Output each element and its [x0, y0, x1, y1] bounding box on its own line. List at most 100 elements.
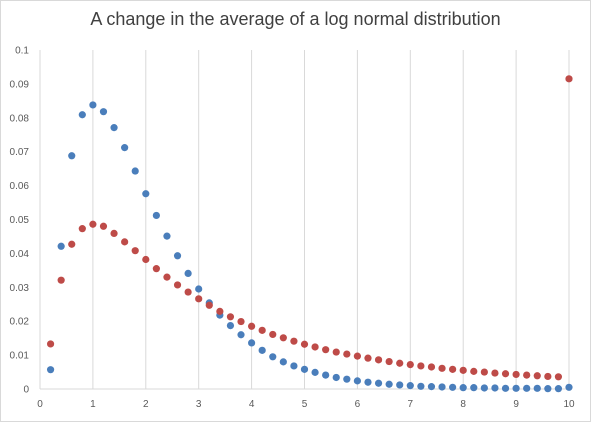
data-point-series-1	[237, 331, 245, 339]
data-point-series-2	[205, 301, 213, 309]
data-point-series-2	[396, 359, 404, 367]
data-point-series-2	[554, 373, 563, 381]
x-axis-ticks: 0 1 2 3 4 5 6 7 8 9 10	[37, 399, 575, 410]
data-point-series-2	[364, 354, 372, 362]
x-tick-label: 1	[90, 399, 96, 410]
data-point-series-1	[290, 362, 298, 370]
data-point-series-1	[78, 111, 86, 119]
data-point-series-1	[470, 384, 478, 392]
data-point-series-1	[449, 383, 457, 391]
data-point-series-1	[121, 144, 129, 152]
data-point-series-2	[184, 288, 192, 296]
data-point-series-1	[142, 190, 150, 198]
data-point-series-2	[311, 343, 319, 351]
data-point-series-1	[480, 384, 488, 392]
data-point-series-1	[57, 242, 65, 250]
data-point-series-2	[385, 357, 393, 366]
data-point-series-2	[533, 372, 541, 380]
data-point-series-2	[491, 369, 499, 377]
x-tick-label: 7	[408, 399, 414, 410]
data-points	[46, 75, 573, 393]
data-point-series-1	[279, 358, 287, 366]
data-point-series-2	[68, 240, 76, 248]
data-point-series-1	[184, 269, 192, 278]
data-point-series-2	[57, 276, 65, 284]
chart-title: A change in the average of a log normal …	[90, 9, 501, 29]
data-point-series-2	[427, 363, 436, 371]
data-point-series-2	[322, 346, 330, 354]
data-point-series-1	[417, 382, 425, 390]
y-tick-label: 0.04	[10, 249, 30, 260]
data-point-series-1	[226, 322, 235, 330]
data-point-series-2	[237, 317, 245, 326]
y-tick-label: 0.02	[10, 317, 30, 328]
x-tick-label: 4	[249, 399, 255, 410]
y-tick-label: 0	[23, 385, 29, 396]
data-point-series-1	[501, 384, 510, 392]
y-tick-label: 0.03	[10, 283, 30, 294]
data-point-series-2	[480, 368, 488, 376]
data-point-series-2	[78, 225, 86, 233]
data-point-series-2	[417, 362, 425, 370]
data-point-series-2	[449, 365, 457, 373]
data-point-series-1	[99, 108, 108, 116]
data-point-series-2	[152, 265, 160, 273]
data-point-series-1	[258, 346, 266, 354]
x-tick-label: 8	[460, 399, 466, 410]
data-point-series-1	[322, 371, 330, 379]
data-point-series-2	[142, 255, 150, 264]
data-point-series-1	[406, 382, 414, 390]
y-tick-label: 0.01	[10, 351, 30, 362]
data-point-series-2	[544, 372, 552, 381]
axes	[39, 50, 569, 390]
data-point-series-1	[544, 385, 552, 393]
data-point-series-2	[110, 229, 118, 237]
data-point-series-1	[46, 366, 55, 374]
data-point-series-1	[163, 232, 171, 240]
grid-lines	[92, 50, 570, 389]
data-point-series-1	[311, 368, 319, 376]
y-axis-ticks: 0 0.01 0.02 0.03 0.04 0.05 0.06 0.07 0.08 0.09 0.1	[10, 46, 30, 396]
data-point-series-2	[332, 348, 340, 356]
data-point-series-1	[68, 152, 76, 160]
data-point-series-1	[332, 373, 340, 382]
data-point-series-2	[470, 367, 478, 375]
data-point-series-2	[512, 370, 520, 379]
data-point-series-1	[364, 378, 372, 386]
x-tick-label: 9	[513, 399, 519, 410]
data-point-series-1	[269, 353, 277, 361]
data-point-series-2	[173, 281, 182, 289]
data-point-series-1	[110, 124, 118, 132]
data-point-series-1	[343, 375, 351, 383]
data-point-series-1	[438, 383, 446, 391]
data-point-series-2	[216, 307, 224, 315]
data-point-series-2	[46, 340, 55, 348]
data-point-series-2	[438, 364, 446, 372]
data-point-series-2	[459, 366, 467, 374]
data-point-series-2	[279, 334, 287, 342]
data-point-series-1	[491, 384, 499, 392]
data-point-series-2	[406, 360, 414, 369]
data-point-series-1	[374, 379, 383, 387]
x-tick-label: 2	[143, 399, 149, 410]
data-point-series-1	[523, 384, 531, 392]
data-point-series-2	[195, 295, 203, 303]
data-point-series-2	[523, 371, 531, 379]
data-point-series-1	[89, 101, 97, 109]
data-point-series-1	[385, 380, 393, 388]
data-point-series-2	[269, 330, 277, 339]
x-tick-label: 0	[37, 399, 43, 410]
data-point-series-2	[121, 238, 129, 246]
data-point-series-1	[554, 385, 563, 393]
data-point-series-2	[353, 352, 361, 360]
x-tick-label: 10	[563, 399, 575, 410]
data-point-series-2	[300, 340, 309, 348]
data-point-series-2	[290, 337, 298, 345]
data-point-series-1	[427, 383, 436, 391]
y-tick-label: 0.05	[10, 215, 30, 226]
data-point-series-1	[131, 167, 139, 175]
data-point-series-2	[374, 356, 383, 364]
data-point-series-2	[99, 222, 108, 230]
data-point-series-1	[353, 377, 361, 385]
